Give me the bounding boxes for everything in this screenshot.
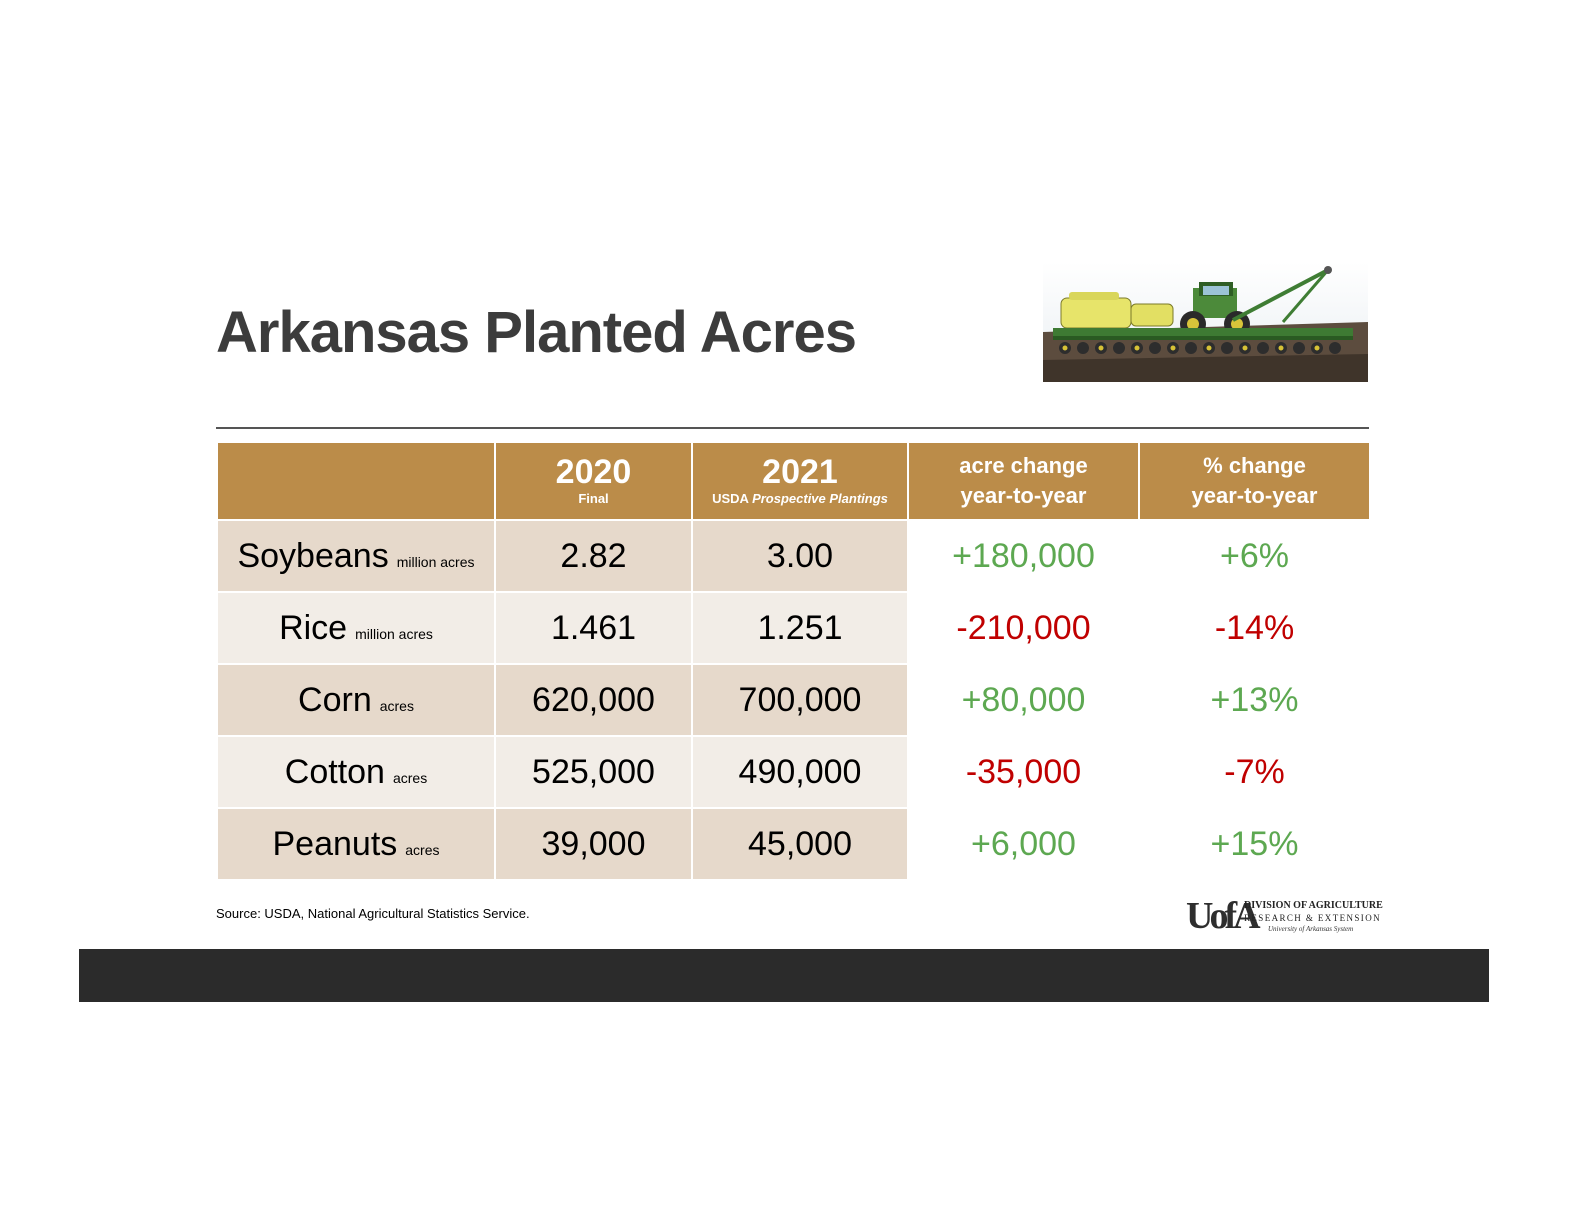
table-row: Corn acres 620,000 700,000 +80,000 +13% xyxy=(216,663,1371,737)
value-2020: 39,000 xyxy=(494,807,693,881)
logo-line-division: DIVISION OF AGRICULTURE xyxy=(1244,900,1383,911)
crop-cell: Cotton acres xyxy=(216,735,496,809)
value-2021: 45,000 xyxy=(691,807,909,881)
crop-name: Soybeans xyxy=(237,536,389,575)
header-2021-year: 2021 xyxy=(762,453,838,491)
planted-acres-table: 2020 Final 2021 USDA Prospective Plantin… xyxy=(216,441,1371,881)
crop-cell: Peanuts acres xyxy=(216,807,496,881)
acre-change: -210,000 xyxy=(907,591,1140,665)
value-2021: 490,000 xyxy=(691,735,909,809)
pct-change: -7% xyxy=(1138,735,1371,809)
value-2020: 525,000 xyxy=(494,735,693,809)
page-title: Arkansas Planted Acres xyxy=(216,300,857,365)
crop-cell: Corn acres xyxy=(216,663,496,737)
crop-name: Rice xyxy=(279,608,348,647)
header-crop xyxy=(216,441,496,521)
value-2021: 3.00 xyxy=(691,519,909,593)
value-2020: 1.461 xyxy=(494,591,693,665)
table-row: Soybeans million acres 2.82 3.00 +180,000… xyxy=(216,519,1371,593)
footer-bar xyxy=(79,949,1489,1002)
crop-unit: acres xyxy=(405,841,440,858)
header-pct-change-line1: % change xyxy=(1203,453,1306,478)
header-acre-change: acre change year-to-year xyxy=(907,441,1140,521)
table-row: Rice million acres 1.461 1.251 -210,000 -… xyxy=(216,591,1371,665)
value-2021: 700,000 xyxy=(691,663,909,737)
source-note: Source: USDA, National Agricultural Stat… xyxy=(216,906,530,921)
logo-mark: UofA xyxy=(1186,895,1261,937)
header-2020: 2020 Final xyxy=(494,441,693,521)
pct-change: -14% xyxy=(1138,591,1371,665)
value-2020: 2.82 xyxy=(494,519,693,593)
crop-unit: acres xyxy=(392,769,428,786)
uofa-division-logo: UofA DIVISION OF AGRICULTURE RESEARCH & … xyxy=(1186,895,1383,938)
crop-cell: Soybeans million acres xyxy=(216,519,496,593)
header-2021-sub: USDA Prospective Plantings xyxy=(693,490,907,508)
acre-change: +80,000 xyxy=(907,663,1140,737)
header-pct-change: % change year-to-year xyxy=(1138,441,1371,521)
header-pct-change-line2: year-to-year xyxy=(1191,483,1318,508)
logo-line-research: RESEARCH & EXTENSION xyxy=(1244,913,1382,923)
header-2021-sub-plain: USDA xyxy=(712,491,753,506)
header-acre-change-line2: year-to-year xyxy=(960,483,1087,508)
acre-change: +180,000 xyxy=(907,519,1140,593)
header-2020-sub: Final xyxy=(578,491,609,506)
crop-unit: million acres xyxy=(396,553,475,570)
crop-unit: acres xyxy=(379,697,414,714)
tractor-planter-photo xyxy=(1043,262,1368,382)
header-2021: 2021 USDA Prospective Plantings xyxy=(691,441,909,521)
logo-line-system: University of Arkansas System xyxy=(1268,925,1354,933)
value-2021: 1.251 xyxy=(691,591,909,665)
crop-name: Corn xyxy=(298,680,372,719)
pct-change: +15% xyxy=(1138,807,1371,881)
table-header-row: 2020 Final 2021 USDA Prospective Plantin… xyxy=(216,441,1371,521)
acre-change: +6,000 xyxy=(907,807,1140,881)
crop-name: Cotton xyxy=(284,752,385,791)
pct-change: +13% xyxy=(1138,663,1371,737)
crop-unit: million acres xyxy=(355,625,433,642)
crop-name: Peanuts xyxy=(272,824,398,863)
table-row: Cotton acres 525,000 490,000 -35,000 -7% xyxy=(216,735,1371,809)
acre-change: -35,000 xyxy=(907,735,1140,809)
value-2020: 620,000 xyxy=(494,663,693,737)
header-acre-change-line1: acre change xyxy=(959,453,1088,478)
pct-change: +6% xyxy=(1138,519,1371,593)
header-2021-sub-italic: Prospective Plantings xyxy=(752,491,888,506)
crop-cell: Rice million acres xyxy=(216,591,496,665)
title-divider xyxy=(216,427,1369,429)
header-2020-year: 2020 xyxy=(555,453,632,491)
table-row: Peanuts acres 39,000 45,000 +6,000 +15% xyxy=(216,807,1371,881)
